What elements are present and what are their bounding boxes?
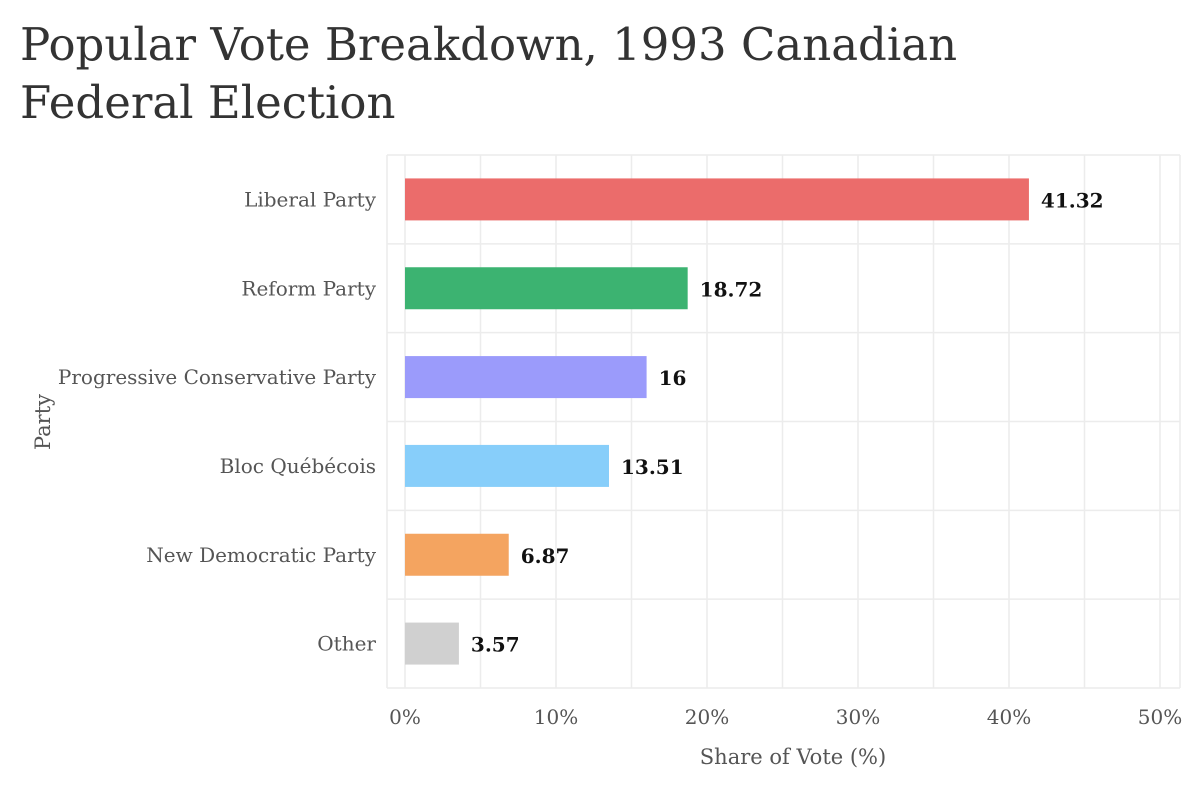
- bars-layer: [405, 178, 1029, 665]
- y-category-label: Progressive Conservative Party: [58, 365, 377, 389]
- x-tick-label: 50%: [1138, 705, 1182, 729]
- bar-value-label: 41.32: [1041, 188, 1104, 212]
- bar[interactable]: [405, 267, 688, 310]
- x-tick-label: 30%: [836, 705, 880, 729]
- y-category-label: New Democratic Party: [146, 543, 376, 567]
- bar[interactable]: [405, 533, 509, 576]
- bar[interactable]: [405, 622, 459, 665]
- x-tick-label: 0%: [389, 705, 421, 729]
- y-category-label: Reform Party: [241, 276, 376, 300]
- bar-value-label: 18.72: [700, 277, 763, 301]
- x-axis-title: Share of Vote (%): [700, 745, 886, 769]
- bar-value-label: 13.51: [621, 455, 684, 479]
- y-category-label: Other: [317, 632, 376, 656]
- y-axis-title: Party: [31, 394, 55, 450]
- x-tick-label: 20%: [685, 705, 729, 729]
- x-tick-label: 40%: [987, 705, 1031, 729]
- bar[interactable]: [405, 356, 647, 399]
- y-category-label: Bloc Québécois: [220, 454, 376, 478]
- y-category-label: Liberal Party: [244, 187, 377, 211]
- grid-layer: [386, 154, 1181, 689]
- chart-title: Popular Vote Breakdown, 1993 Canadian Fe…: [20, 18, 958, 129]
- bar-value-label: 16: [659, 366, 687, 390]
- bar[interactable]: [405, 444, 610, 487]
- labels-layer: 0% 10% 20% 30% 40% 50% Liberal Party 41.32 Refor…: [58, 187, 1182, 729]
- bar-value-label: 3.57: [471, 633, 520, 657]
- bar-value-label: 6.87: [521, 544, 570, 568]
- x-tick-label: 10%: [534, 705, 578, 729]
- bar[interactable]: [405, 178, 1029, 221]
